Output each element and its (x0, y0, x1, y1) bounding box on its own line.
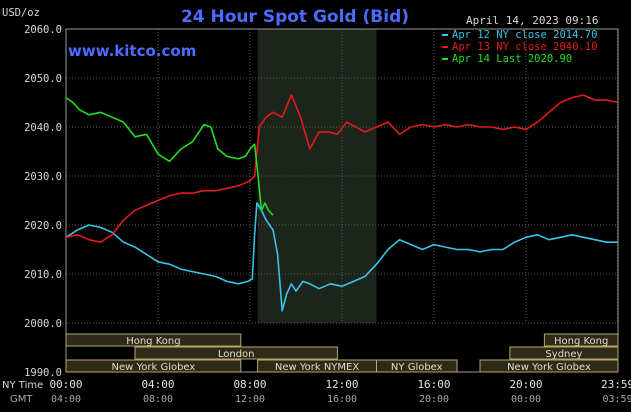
x-tick-label: 04:00 (141, 378, 174, 391)
gmt-tick-label: 04:00 (51, 394, 81, 405)
y-tick-label: 2060.0 (24, 24, 62, 36)
y-tick-label: 2030.0 (24, 171, 62, 183)
y-unit-label: USD/oz (2, 7, 40, 19)
legend-entry-3: Apr 14 Last 2020.90 (452, 53, 572, 65)
gmt-tick-label: 08:00 (143, 394, 173, 405)
series-line-2 (65, 94, 619, 243)
gmt-tick-label: 16:00 (327, 394, 357, 405)
session-bar (479, 359, 619, 373)
nymex-shade (257, 29, 377, 323)
session-bar (543, 333, 619, 347)
session-label: Hong Kong (126, 336, 180, 347)
x-tick-label: 12:00 (325, 378, 358, 391)
x-tick-label: 00:00 (49, 378, 82, 391)
session-label: New York Globex (507, 362, 591, 373)
session-bar (509, 346, 619, 360)
series-line-1 (65, 202, 618, 312)
gmt-tick-label: 00:00 (511, 394, 541, 405)
series-line-3 (65, 96, 274, 216)
session-bar (376, 359, 458, 373)
session-bar (65, 333, 242, 347)
y-tick-label: 2010.0 (24, 269, 62, 281)
ny-time-label: NY Time (2, 380, 43, 391)
x-axis: NY Time GMT 00:00 04:00 04:00 08:00 08:00 12:00… (2, 378, 631, 405)
x-tick-label: 23:59 (601, 378, 631, 391)
gmt-tick-label: 12:00 (235, 394, 265, 405)
chart-timestamp: April 14, 2023 09:16 (466, 14, 598, 27)
y-tick-label: 2040.0 (24, 122, 62, 134)
y-tick-label: 2050.0 (24, 73, 62, 85)
session-label: New York Globex (111, 362, 195, 373)
session-label: New York NYMEX (275, 362, 360, 373)
x-tick-label: 16:00 (417, 378, 450, 391)
market-session-bars: Hong Kong Hong Kong London Sydney New York G… (65, 333, 619, 373)
session-bar (65, 359, 242, 373)
y-tick-label: 2000.0 (24, 318, 62, 330)
legend-entry-2: Apr 13 NY close 2040.10 (452, 41, 597, 53)
watermark-text: www.kitco.com (68, 42, 196, 60)
legend-entry-1: Apr 12 NY close 2014.70 (452, 29, 597, 41)
session-label: Sydney (545, 349, 582, 360)
gmt-tick-label: 03:59 (602, 394, 631, 405)
gmt-tick-label: 20:00 (419, 394, 449, 405)
x-tick-label: 08:00 (233, 378, 266, 391)
session-bar (134, 346, 338, 360)
session-label: NY Globex (391, 362, 443, 373)
chart-title: 24 Hour Spot Gold (Bid) (181, 7, 409, 27)
x-tick-label: 20:00 (509, 378, 542, 391)
y-tick-label: 1990.0 (24, 367, 62, 379)
y-tick-label: 2020.0 (24, 220, 62, 232)
session-label: Hong Kong (554, 336, 608, 347)
gmt-label: GMT (10, 394, 33, 405)
session-label: London (218, 349, 255, 360)
